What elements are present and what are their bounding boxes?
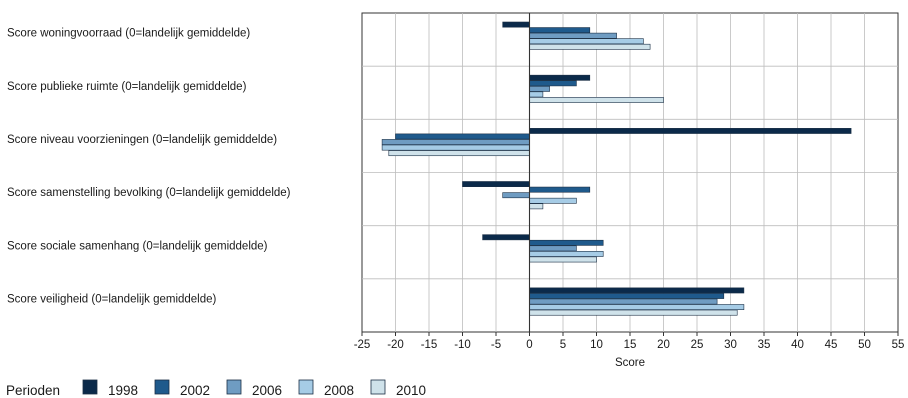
legend-label: 1998: [108, 383, 138, 398]
category-label: Score sociale samenhang (0=landelijk gem…: [7, 240, 268, 252]
bar: [381, 144, 530, 151]
legend-label: 2002: [180, 383, 210, 398]
legend-title: Perioden: [6, 383, 60, 398]
legend-swatch: [370, 379, 386, 395]
bar: [381, 139, 530, 145]
x-tick-label: -25: [354, 339, 371, 351]
bar: [529, 91, 544, 98]
x-tick-label: -20: [387, 339, 404, 351]
bar: [529, 304, 745, 310]
bar: [529, 32, 617, 39]
legend: Perioden 1998 2002 2006 2008 2010: [6, 379, 426, 398]
bar: [529, 251, 604, 257]
category-label: Score veiligheid (0=landelijk gemiddelde…: [7, 293, 217, 305]
category-labels: Score woningvoorraad (0=landelijk gemidd…: [7, 28, 291, 306]
x-tick-label: 30: [724, 339, 737, 351]
bar: [529, 309, 738, 316]
x-tick-label: -5: [491, 339, 501, 351]
bar: [529, 239, 604, 246]
bar: [529, 27, 591, 34]
x-tick-label: -15: [421, 339, 438, 351]
legend-swatch: [226, 379, 242, 395]
bar: [462, 181, 530, 187]
x-tick-label: 5: [560, 339, 566, 351]
legend-label: 2008: [324, 383, 354, 398]
bar: [482, 234, 530, 241]
bar: [529, 203, 544, 210]
bar: [502, 21, 530, 28]
category-label: Score publieke ruimte (0=landelijk gemid…: [7, 81, 247, 93]
x-tick-label: 15: [624, 339, 637, 351]
bar: [529, 85, 550, 92]
bar: [529, 43, 651, 50]
x-tick-label: 20: [657, 339, 670, 351]
bar: [529, 293, 725, 299]
x-tick-labels: -25 -20 -15 -10 -5 0 5 10 15 20 25 30 35 40 45 50 55: [354, 339, 905, 351]
x-tick-label: 45: [825, 339, 838, 351]
bar: [529, 197, 577, 204]
bar: [529, 128, 852, 134]
x-tick-label: 10: [590, 339, 603, 351]
bar: [529, 38, 644, 45]
x-tick-label: 25: [691, 339, 704, 351]
bar: [502, 192, 530, 199]
bars: [381, 21, 852, 316]
x-tick-label: -10: [454, 339, 471, 351]
category-label: Score niveau voorzieningen (0=landelijk …: [7, 134, 277, 146]
x-axis-title: Score: [615, 357, 645, 369]
bar: [529, 298, 718, 305]
bar: [395, 133, 530, 140]
x-tick-label: 55: [892, 339, 905, 351]
bar: [529, 74, 591, 81]
category-label: Score woningvoorraad (0=landelijk gemidd…: [7, 28, 250, 40]
bar: [529, 186, 591, 193]
x-tick-label: 35: [758, 339, 771, 351]
legend-label: 2010: [396, 383, 426, 398]
legend-swatch: [298, 379, 314, 395]
legend-swatch: [82, 379, 98, 395]
x-tick-label: 50: [858, 339, 871, 351]
bar: [529, 245, 577, 252]
category-label: Score samenstelling bevolking (0=landeli…: [7, 187, 291, 199]
x-tick-label: 0: [526, 339, 532, 351]
legend-label: 2006: [252, 383, 282, 398]
bar: [388, 150, 530, 157]
x-tick-label: 40: [791, 339, 804, 351]
bar: [529, 287, 745, 294]
bar: [529, 80, 577, 87]
bar: [529, 256, 597, 263]
bar: [529, 97, 664, 103]
legend-swatch: [154, 379, 170, 395]
